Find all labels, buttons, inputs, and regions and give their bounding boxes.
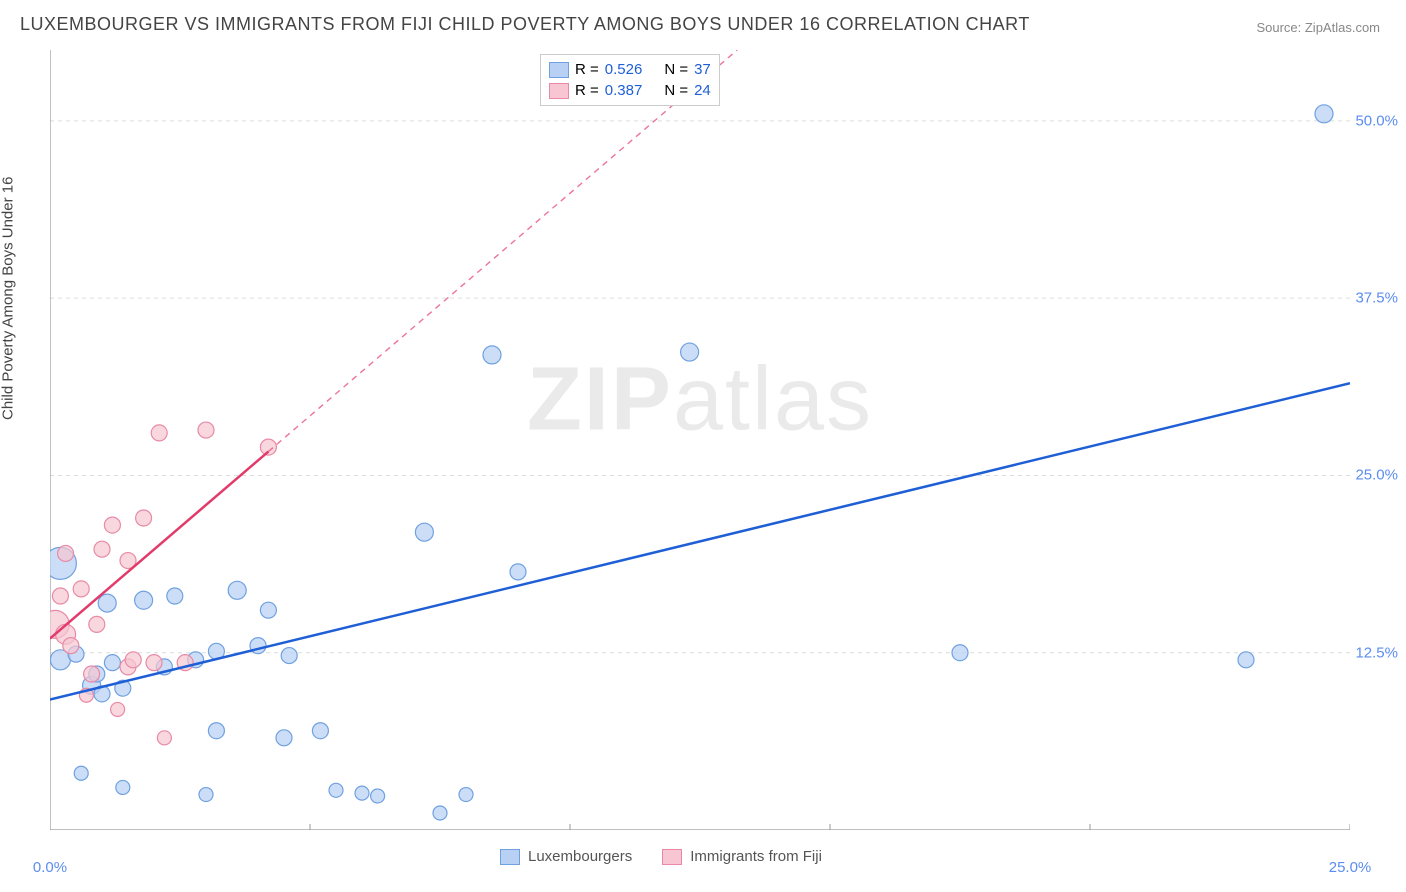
ytick-label: 12.5%: [1355, 644, 1398, 661]
swatch-b: [549, 83, 569, 99]
n-label: N =: [664, 82, 688, 99]
xtick-label: 25.0%: [1329, 859, 1372, 876]
r-value-a: 0.526: [605, 61, 643, 78]
r-value-b: 0.387: [605, 82, 643, 99]
ytick-label: 25.0%: [1355, 467, 1398, 484]
ytick-label: 37.5%: [1355, 290, 1398, 307]
n-value-b: 24: [694, 82, 711, 99]
swatch-b-bottom: [662, 849, 682, 865]
legend-label-a: Luxembourgers: [528, 848, 632, 865]
series-legend: Luxembourgers Immigrants from Fiji: [500, 848, 822, 865]
legend-row-a: R = 0.526 N = 37: [549, 59, 711, 80]
chart-title: LUXEMBOURGER VS IMMIGRANTS FROM FIJI CHI…: [20, 14, 1030, 35]
ytick-label: 50.0%: [1355, 112, 1398, 129]
r-label: R =: [575, 61, 599, 78]
legend-item-a: Luxembourgers: [500, 848, 632, 865]
r-label: R =: [575, 82, 599, 99]
legend-item-b: Immigrants from Fiji: [662, 848, 822, 865]
legend-row-b: R = 0.387 N = 24: [549, 80, 711, 101]
swatch-a-bottom: [500, 849, 520, 865]
source-label: Source: ZipAtlas.com: [1256, 20, 1380, 35]
xtick-label: 0.0%: [33, 859, 67, 876]
n-label: N =: [664, 61, 688, 78]
correlation-legend: R = 0.526 N = 37 R = 0.387 N = 24: [540, 54, 720, 106]
n-value-a: 37: [694, 61, 711, 78]
swatch-a: [549, 62, 569, 78]
y-axis-label: Child Poverty Among Boys Under 16: [0, 177, 17, 420]
legend-label-b: Immigrants from Fiji: [690, 848, 822, 865]
scatter-plot: [50, 50, 1350, 830]
